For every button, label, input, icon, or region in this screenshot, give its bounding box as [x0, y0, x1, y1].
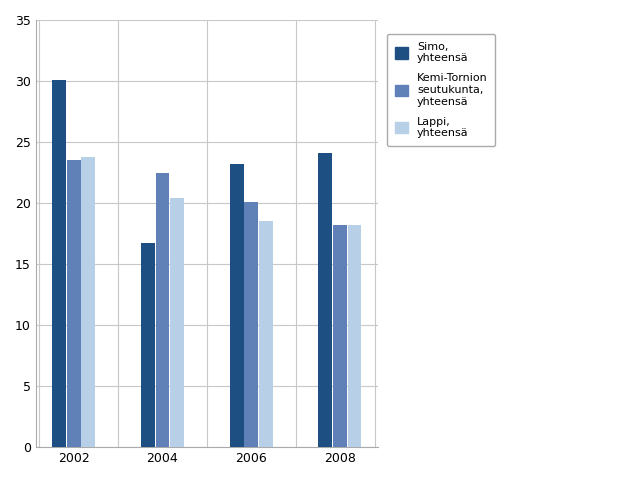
- Bar: [333, 225, 347, 447]
- Bar: [67, 160, 81, 447]
- Bar: [170, 198, 184, 447]
- Bar: [318, 153, 332, 447]
- Bar: [348, 225, 362, 447]
- Bar: [259, 221, 273, 447]
- Bar: [230, 164, 244, 447]
- Legend: Simo,
yhteensä, Kemi-Tornion
seutukunta,
yhteensä, Lappi,
yhteensä: Simo, yhteensä, Kemi-Tornion seutukunta,…: [387, 34, 495, 146]
- Bar: [141, 243, 155, 447]
- Bar: [156, 172, 170, 447]
- Bar: [81, 156, 95, 447]
- Bar: [52, 80, 66, 447]
- Bar: [244, 202, 258, 447]
